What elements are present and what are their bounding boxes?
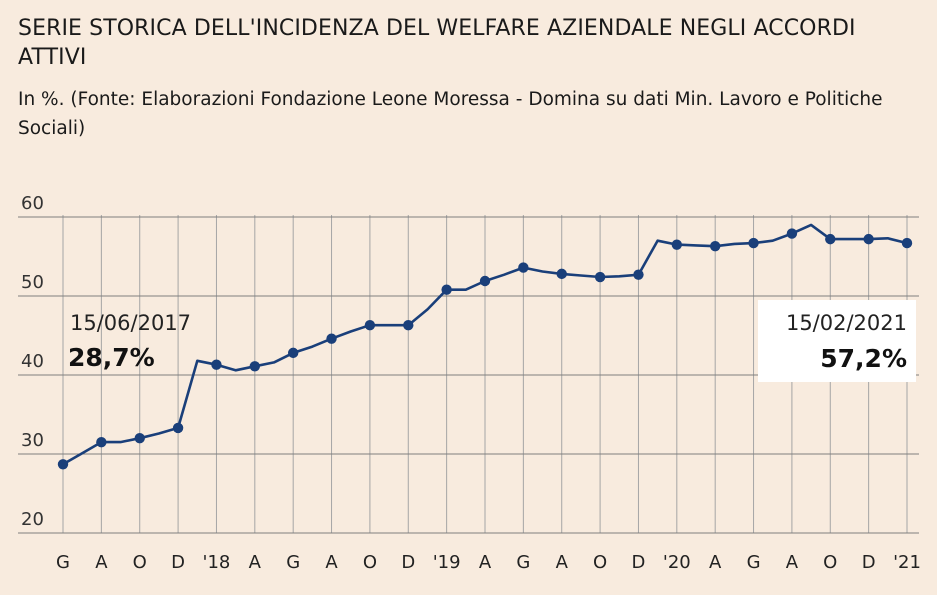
x-tick-label: G (747, 552, 761, 573)
data-point (441, 284, 452, 295)
data-point (786, 228, 798, 239)
y-axis-ticks: 20 30 40 50 60 (21, 193, 44, 530)
data-point (326, 333, 337, 344)
data-point (287, 347, 299, 359)
x-tick-label: '21 (893, 552, 921, 573)
data-point (211, 359, 222, 370)
data-point (709, 241, 721, 252)
data-point (901, 237, 913, 249)
data-point (96, 436, 107, 448)
data-point (748, 237, 759, 249)
data-point (863, 233, 874, 245)
x-axis-ticks: G A O D '18 A G A O D '19 A G A O D '20 A G A O D '21 (56, 552, 921, 573)
x-tick-label: G (56, 552, 70, 573)
data-point (633, 269, 644, 280)
data-point (172, 422, 184, 434)
x-tick-label: A (709, 552, 722, 573)
chart-title: SERIE STORICA DELL'INCIDENZA DEL WELFARE… (18, 16, 856, 70)
y-tick-label: 20 (21, 509, 44, 530)
data-point (556, 268, 567, 280)
annotation-start-value: 28,7% (68, 343, 155, 372)
x-tick-label: D (632, 552, 646, 573)
x-tick-label: A (325, 552, 338, 573)
data-point (57, 459, 69, 470)
x-tick-label: A (95, 552, 108, 573)
x-tick-label: A (479, 552, 492, 573)
y-tick-label: 60 (21, 193, 44, 214)
data-point (671, 239, 683, 250)
data-point (518, 262, 529, 273)
x-tick-label: '20 (663, 552, 691, 573)
x-tick-label: O (363, 552, 377, 573)
data-point (249, 361, 261, 372)
x-tick-label: '18 (203, 552, 231, 573)
chart-subtitle: In %. (Fonte: Elaborazioni Fondazione Le… (18, 89, 883, 139)
x-tick-label: A (249, 552, 262, 573)
x-tick-label: D (401, 552, 415, 573)
annotation-end-box (758, 300, 916, 382)
annotation-end-value: 57,2% (820, 344, 907, 373)
series-markers (57, 228, 913, 470)
y-tick-label: 40 (21, 351, 44, 372)
annotation-end: 15/02/2021 57,2% (758, 300, 916, 382)
x-tick-label: O (593, 552, 607, 573)
annotation-start: 15/06/2017 28,7% (68, 311, 191, 372)
x-tick-label: O (133, 552, 147, 573)
x-tick-label: A (786, 552, 799, 573)
horizontal-grid (18, 216, 919, 534)
data-point (594, 271, 606, 283)
data-point (825, 233, 836, 245)
x-tick-label: O (823, 552, 837, 573)
data-point (479, 275, 491, 287)
x-tick-label: G (516, 552, 530, 573)
x-tick-label: A (556, 552, 569, 573)
x-tick-label: G (286, 552, 300, 573)
x-tick-label: D (171, 552, 185, 573)
x-tick-label: '19 (433, 552, 461, 573)
x-tick-label: D (862, 552, 876, 573)
data-point (364, 320, 376, 331)
y-tick-label: 50 (21, 272, 44, 293)
y-tick-label: 30 (21, 430, 44, 451)
data-point (403, 320, 414, 331)
annotation-start-date: 15/06/2017 (70, 311, 191, 335)
data-point (134, 433, 145, 444)
annotation-end-date: 15/02/2021 (786, 311, 907, 335)
